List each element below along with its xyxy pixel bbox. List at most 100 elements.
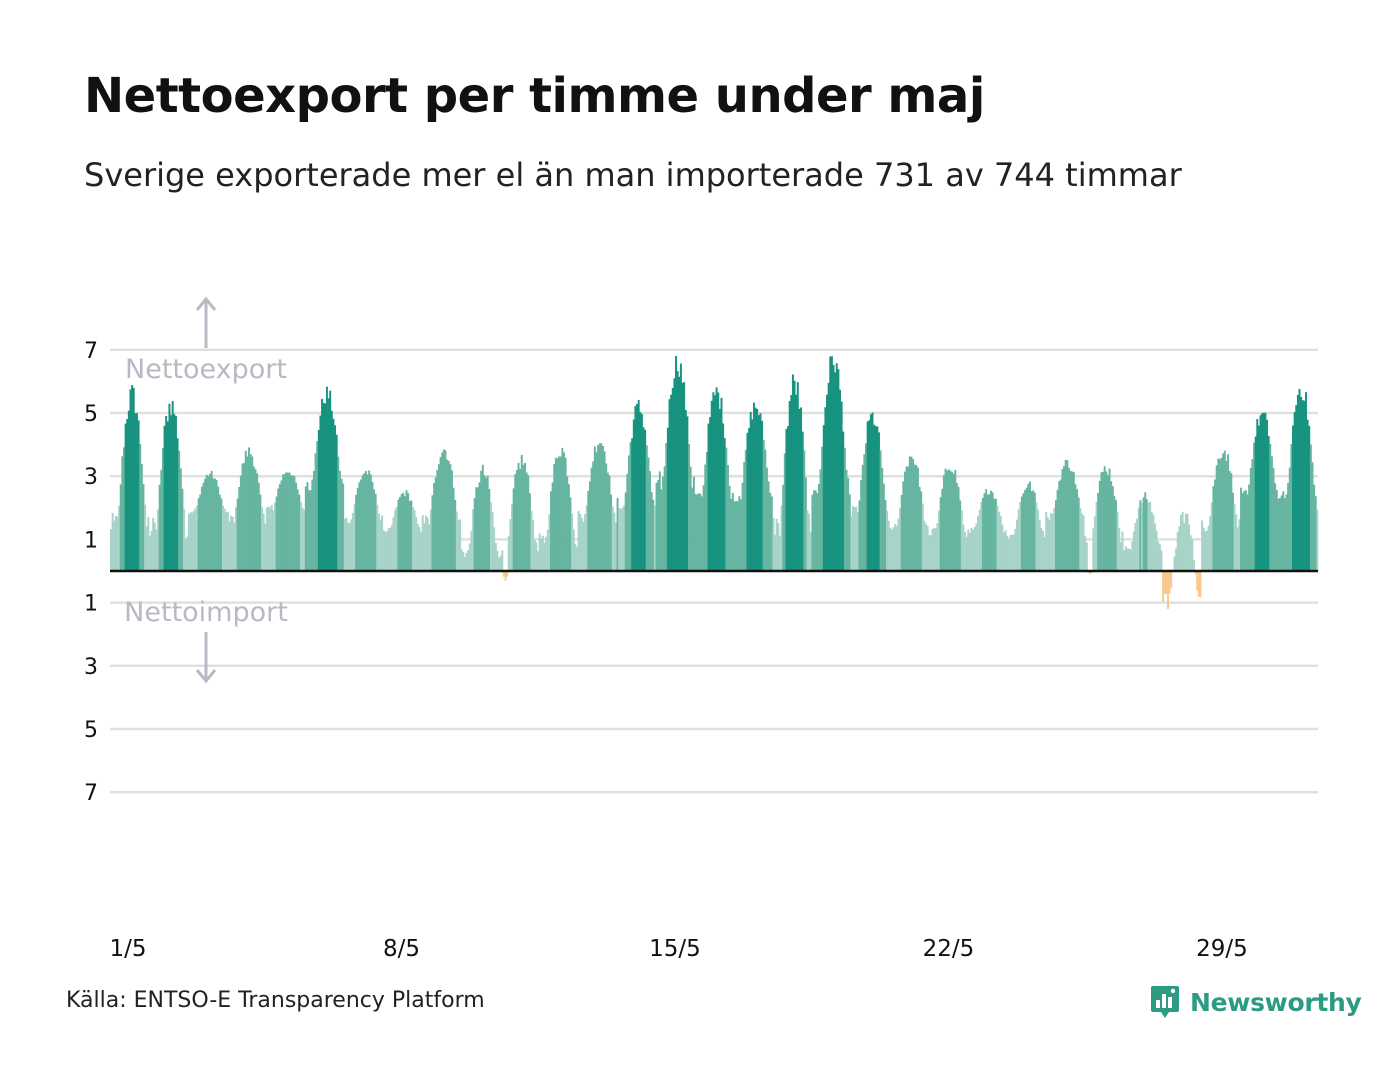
hour-bar <box>787 426 790 571</box>
hour-bar <box>298 494 301 571</box>
hour-bar <box>902 481 905 571</box>
y-tick-label: 5 <box>84 402 98 427</box>
hour-bar <box>996 505 999 571</box>
hour-bar <box>295 482 298 571</box>
hour-bar <box>1145 499 1148 571</box>
hour-bar <box>1066 460 1069 571</box>
hour-bar <box>470 530 473 571</box>
hour-bar <box>1080 513 1083 571</box>
hour-bar <box>1162 571 1165 602</box>
hour-bar <box>601 445 604 571</box>
hour-bar <box>593 446 596 571</box>
hour-bar <box>819 469 822 571</box>
hour-bar <box>978 509 981 571</box>
hour-bar <box>668 399 671 571</box>
hour-bar <box>730 498 733 571</box>
hour-bar <box>1019 502 1022 571</box>
hour-bar <box>233 522 236 571</box>
hour-bar <box>1254 436 1257 571</box>
hour-bar <box>905 466 908 571</box>
hour-bar <box>257 482 260 571</box>
hour-bar <box>696 494 699 571</box>
hour-bar <box>926 525 929 571</box>
brand-name: Newsworthy <box>1190 987 1362 1017</box>
hour-bar <box>1231 492 1234 571</box>
hour-bar <box>1179 514 1182 571</box>
hour-bar <box>1160 550 1163 571</box>
hour-bar <box>642 427 645 571</box>
hour-bar <box>1212 486 1215 571</box>
hour-bar <box>874 426 877 571</box>
hour-bar <box>502 571 505 577</box>
hour-bar <box>186 536 189 571</box>
hour-bar <box>899 508 902 571</box>
hour-bar <box>1314 496 1317 571</box>
hour-bar <box>610 494 613 571</box>
hour-bar <box>736 501 739 571</box>
hour-bar <box>701 496 703 571</box>
hour-bar <box>597 445 600 571</box>
hour-bar <box>749 411 752 571</box>
hour-bar <box>1272 467 1275 571</box>
hour-bar <box>1220 457 1223 571</box>
hour-bar <box>475 487 478 571</box>
hour-bar <box>756 409 759 571</box>
hour-bar <box>804 477 807 571</box>
hour-bar <box>795 394 798 571</box>
hour-bar <box>494 543 497 571</box>
hour-bar <box>546 529 549 571</box>
hour-bar <box>722 423 725 571</box>
hour-bar <box>337 456 340 571</box>
hour-bar <box>222 505 224 571</box>
hour-bar <box>658 471 661 571</box>
hour-bar <box>199 494 202 571</box>
hour-bar <box>981 497 984 571</box>
hour-bar <box>468 543 471 571</box>
hour-bar <box>988 494 991 571</box>
hour-bar <box>1006 535 1009 571</box>
hour-bar <box>603 451 606 571</box>
hour-bar <box>839 389 841 571</box>
hour-bar <box>356 487 359 571</box>
hour-bar <box>1308 425 1311 571</box>
hour-bar <box>1228 470 1231 571</box>
hour-bar <box>1275 490 1278 571</box>
hour-bar <box>1298 388 1301 571</box>
hour-bar <box>361 475 364 571</box>
hour-bar <box>335 434 338 571</box>
hour-bar <box>183 508 186 571</box>
hour-bar <box>752 402 755 571</box>
hour-bar <box>582 521 585 571</box>
hour-bar <box>744 449 747 571</box>
hour-bar <box>1205 530 1208 571</box>
hour-bar <box>446 459 449 571</box>
hour-bar <box>861 464 864 571</box>
hour-bar <box>1053 507 1056 571</box>
hour-bar <box>637 399 640 571</box>
hour-bar <box>1110 481 1113 571</box>
hour-bar <box>834 372 837 571</box>
hour-bar <box>1076 489 1079 571</box>
hour-bar <box>1165 571 1168 594</box>
hour-bar <box>217 486 220 571</box>
chart-subtitle: Sverige exporterade mer el än man import… <box>84 156 1182 194</box>
hour-bar <box>566 476 569 571</box>
hour-bar <box>1184 513 1187 571</box>
hour-bar <box>118 505 121 571</box>
y-tick-label: 1 <box>84 592 98 617</box>
hour-bar <box>650 492 653 571</box>
hour-bar <box>726 465 729 571</box>
hour-bar <box>751 419 754 571</box>
hour-bar <box>990 490 992 571</box>
hour-bar <box>1217 458 1220 571</box>
hour-bar <box>691 487 694 571</box>
hour-bar <box>960 510 963 571</box>
hour-bar <box>866 421 869 571</box>
hour-bar <box>1093 516 1096 571</box>
hour-bar <box>277 488 280 571</box>
hour-bar <box>345 517 348 571</box>
hour-bar <box>1084 535 1087 571</box>
hour-bar <box>1238 519 1241 571</box>
hour-bar <box>550 491 552 571</box>
hour-bar <box>678 376 681 571</box>
